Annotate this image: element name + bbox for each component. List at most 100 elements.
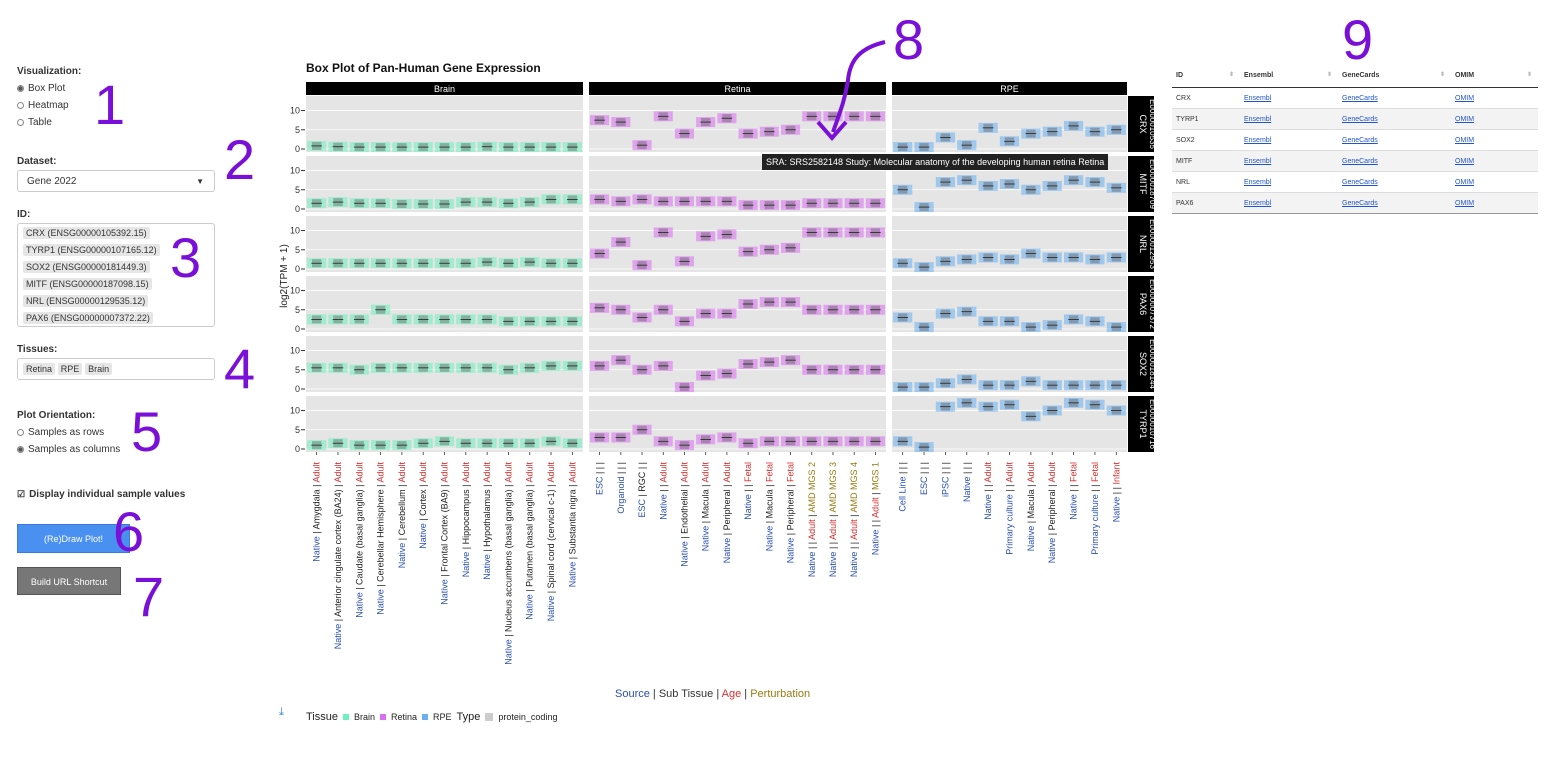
genecards-link[interactable]: GeneCards [1342,115,1378,123]
gene-strip-name: SOX2 [1138,352,1148,376]
y-tick-label: 5 [295,305,300,315]
x-tick-label: Native | Peripheral | Adult [1047,462,1057,564]
xlegend-sep: | [713,688,722,700]
column-header-id[interactable]: ID ⬍ [1172,63,1240,88]
omim-link[interactable]: OMIM [1455,94,1475,102]
radio-heatmap[interactable]: Heatmap [17,100,69,111]
gene-strip-id: E0000007372 [1148,279,1157,329]
ensembl-link[interactable]: Ensembl [1244,115,1272,123]
table-row: CRX Ensembl GeneCards OMIM [1172,87,1538,109]
y-tick-label: 0 [295,144,300,154]
omim-link[interactable]: OMIM [1455,199,1475,207]
radio-dot-icon [17,102,24,109]
legend-swatch-retina [380,714,387,720]
build-url-button[interactable]: Build URL Shortcut [17,567,121,595]
chart-title: Box Plot of Pan-Human Gene Expression [306,61,541,75]
y-tick-label: 10 [290,106,300,116]
genecards-link[interactable]: GeneCards [1342,178,1378,186]
x-tick-label: Native | | Fetal [743,462,753,520]
table-cell-id: NRL [1172,171,1240,193]
column-header-ensembl[interactable]: Ensembl ⬍ [1240,63,1338,88]
gene-links-table: ID ⬍ Ensembl ⬍ GeneCards ⬍ OMIM ⬍ CRX Ensembl… [1172,63,1538,214]
chart-legend: Tissue Brain Retina RPE Type protein_cod… [306,711,557,723]
legend-item-brain: Brain [354,712,376,722]
legend-swatch-rpe [422,714,429,720]
x-tick-label: Organoid | | | [616,462,626,514]
gene-strip-id: E0000018709 [1148,159,1157,209]
table-row: TYRP1 Ensembl GeneCards OMIM [1172,108,1538,130]
legend-item-rpe: RPE [433,712,452,722]
ensembl-link[interactable]: Ensembl [1244,94,1272,102]
y-tick-label: 10 [290,226,300,236]
column-header-genecards[interactable]: GeneCards ⬍ [1338,63,1451,88]
omim-link[interactable]: OMIM [1455,136,1475,144]
x-tick-label: Native | Endothelial | Adult [679,462,689,567]
omim-link[interactable]: OMIM [1455,178,1475,186]
tissue-chip: Retina [23,363,56,375]
dataset-select[interactable]: Gene 2022 ▼ [17,170,215,192]
x-tick-label: ESC | | | [595,462,605,495]
radio-table[interactable]: Table [17,117,52,128]
x-tick-label: Native | Cerebellum | Adult [397,462,407,569]
gene-strip-name: TYRP1 [1138,409,1148,438]
x-tick-label: Native | Anterior cingulate cortex (BA24… [333,462,343,650]
radio-samples-as-columns[interactable]: Samples as columns [17,444,120,455]
radio-dot-icon [17,429,24,436]
id-select[interactable]: CRX (ENSG00000105392.15) TYRP1 (ENSG0000… [17,223,215,327]
xlegend-subtissue: Sub Tissue [658,688,714,700]
table-cell-id: MITF [1172,150,1240,172]
table-row: MITF Ensembl GeneCards OMIM [1172,150,1538,172]
sort-icon: ⬍ [1439,72,1445,78]
x-tick-label: Native | Hypothalamus | Adult [482,462,492,580]
x-tick-label: Native | | Fetal [1069,462,1079,520]
radio-samples-as-rows[interactable]: Samples as rows [17,427,104,438]
tissues-select[interactable]: Retina RPE Brain [17,358,215,380]
x-tick-label: Native | | | [962,462,972,502]
x-tick-label: Native | Cortex | Adult [418,462,428,549]
legend-swatch-brain [343,714,349,720]
gene-strip-mitf [1128,156,1154,212]
display-samples-checkbox[interactable]: ☑ Display individual sample values [17,489,186,500]
plot-panel [589,336,886,392]
omim-link[interactable]: OMIM [1455,157,1475,165]
dataset-value: Gene 2022 [27,176,77,187]
ensembl-link[interactable]: Ensembl [1244,136,1272,144]
x-tick-label: Native | Macula | Adult [1026,462,1036,552]
y-tick-label: 5 [295,185,300,195]
radio-box-plot[interactable]: Box Plot [17,83,65,94]
ensembl-link[interactable]: Ensembl [1244,199,1272,207]
x-tick-label: Native | Peripheral | Fetal [786,462,796,563]
x-tick-label: ESC | | | [919,462,929,495]
legend-item-protein-coding: protein_coding [498,712,558,722]
omim-link[interactable]: OMIM [1455,115,1475,123]
genecards-link[interactable]: GeneCards [1342,136,1378,144]
genecards-link[interactable]: GeneCards [1342,94,1378,102]
x-tick-label: Primary culture | | Adult [1005,462,1015,555]
xlegend-sep: | [741,688,751,700]
facet-strip-label: Retina [724,84,750,94]
column-header-omim[interactable]: OMIM ⬍ [1451,63,1538,88]
genecards-link[interactable]: GeneCards [1342,199,1378,207]
table-header-row: ID ⬍ Ensembl ⬍ GeneCards ⬍ OMIM ⬍ [1172,63,1538,88]
table-cell-id: SOX2 [1172,129,1240,151]
sort-icon: ⬍ [1326,72,1332,78]
ensembl-link[interactable]: Ensembl [1244,178,1272,186]
id-chip-item: SOX2 (ENSG00000181449.3) [23,261,209,278]
redraw-plot-button[interactable]: (Re)Draw Plot! [17,524,130,553]
table-cell-id: TYRP1 [1172,108,1240,130]
table-row: PAX6 Ensembl GeneCards OMIM [1172,192,1538,214]
download-icon[interactable]: ⤓ [279,706,284,718]
x-tick-label: Cell Line | | | [898,462,908,512]
gene-strip-name: NRL [1138,235,1148,253]
table-cell-id: CRX [1172,87,1240,109]
boxplot-chart: Box Plot of Pan-Human Gene Expression lo… [279,40,1157,665]
annotation-1: 1 [94,73,126,136]
genecards-link[interactable]: GeneCards [1342,157,1378,165]
annotation-arrow-8 [831,40,886,133]
gene-strip-id: E0000012953 [1148,219,1157,269]
y-tick-label: 0 [295,204,300,214]
sort-icon: ⬍ [1526,72,1532,78]
annotation-2: 2 [224,128,256,191]
ensembl-link[interactable]: Ensembl [1244,157,1272,165]
sort-icon: ⬍ [1228,72,1234,78]
